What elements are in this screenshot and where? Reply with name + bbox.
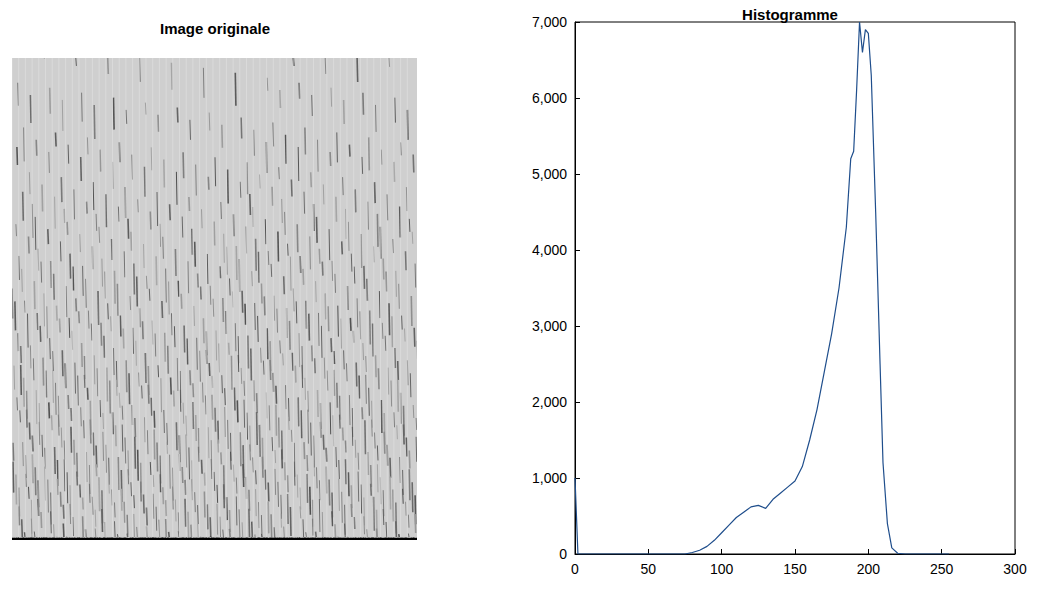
svg-text:300: 300 <box>1003 561 1027 577</box>
svg-text:7,000: 7,000 <box>532 14 567 30</box>
svg-text:4,000: 4,000 <box>532 242 567 258</box>
svg-text:3,000: 3,000 <box>532 318 567 334</box>
svg-text:5,000: 5,000 <box>532 166 567 182</box>
svg-text:2,000: 2,000 <box>532 394 567 410</box>
html-text:Image originale: Image originale <box>160 20 270 37</box>
svg-text:Histogramme: Histogramme <box>742 6 838 23</box>
svg-text:6,000: 6,000 <box>532 90 567 106</box>
svg-text:0: 0 <box>559 546 567 562</box>
svg-text:50: 50 <box>641 561 657 577</box>
svg-text:0: 0 <box>571 561 579 577</box>
svg-text:1,000: 1,000 <box>532 470 567 486</box>
svg-text:150: 150 <box>783 561 807 577</box>
svg-text:200: 200 <box>857 561 881 577</box>
svg-text:250: 250 <box>930 561 954 577</box>
svg-text:100: 100 <box>710 561 734 577</box>
